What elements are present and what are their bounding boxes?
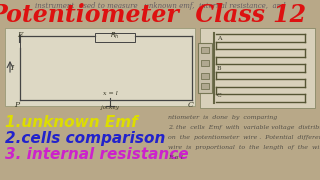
Bar [201,83,209,89]
Text: 2.cells comparison: 2.cells comparison [5,131,165,146]
Text: E α l: E α l [168,155,183,160]
Text: C: C [188,101,194,109]
Text: C: C [217,93,222,98]
Bar [198,43,212,93]
Bar [95,33,135,42]
Text: wire  is  proportional  to  the  length  of  the  wire.: wire is proportional to the length of th… [168,145,320,150]
Text: $R_h$: $R_h$ [110,31,120,41]
Bar [200,28,315,108]
Text: 3. internal resistance: 3. internal resistance [5,147,188,162]
Bar [201,73,209,79]
Text: P: P [14,101,19,109]
Text: instrument  used to measure   unknown emf,  internal resistance,  and: instrument used to measure unknown emf, … [35,2,285,10]
Text: E: E [17,31,23,39]
Text: B: B [217,66,221,71]
Text: jockey: jockey [101,105,119,110]
Text: 2. the  cells  Emf  with  variable voltage  distributed  uniformly: 2. the cells Emf with variable voltage d… [168,125,320,130]
Text: 1.unknown Emf: 1.unknown Emf [5,115,138,130]
Text: on  the  potentiometer  wire .  Potential  difference  on  potentiometer: on the potentiometer wire . Potential di… [168,135,320,140]
Bar [201,60,209,66]
Bar [5,28,195,106]
Bar [201,47,209,53]
Text: I: I [10,64,13,72]
Text: Potentiometer  Class 12: Potentiometer Class 12 [0,3,307,27]
Text: ntiometer  is  done  by  comparing: ntiometer is done by comparing [168,115,277,120]
Text: A: A [217,36,221,41]
Text: x = l: x = l [103,91,117,96]
